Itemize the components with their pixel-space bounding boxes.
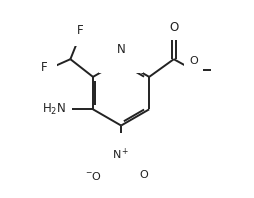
Text: N$^+$: N$^+$ — [112, 146, 130, 162]
Text: O: O — [189, 56, 198, 66]
Text: H$_2$N: H$_2$N — [42, 102, 67, 117]
Text: $^{-}$O: $^{-}$O — [85, 170, 102, 182]
Text: N: N — [117, 43, 125, 56]
Text: O: O — [140, 170, 149, 180]
Text: F: F — [77, 24, 84, 37]
Text: F: F — [41, 61, 48, 73]
Text: O: O — [169, 21, 178, 34]
